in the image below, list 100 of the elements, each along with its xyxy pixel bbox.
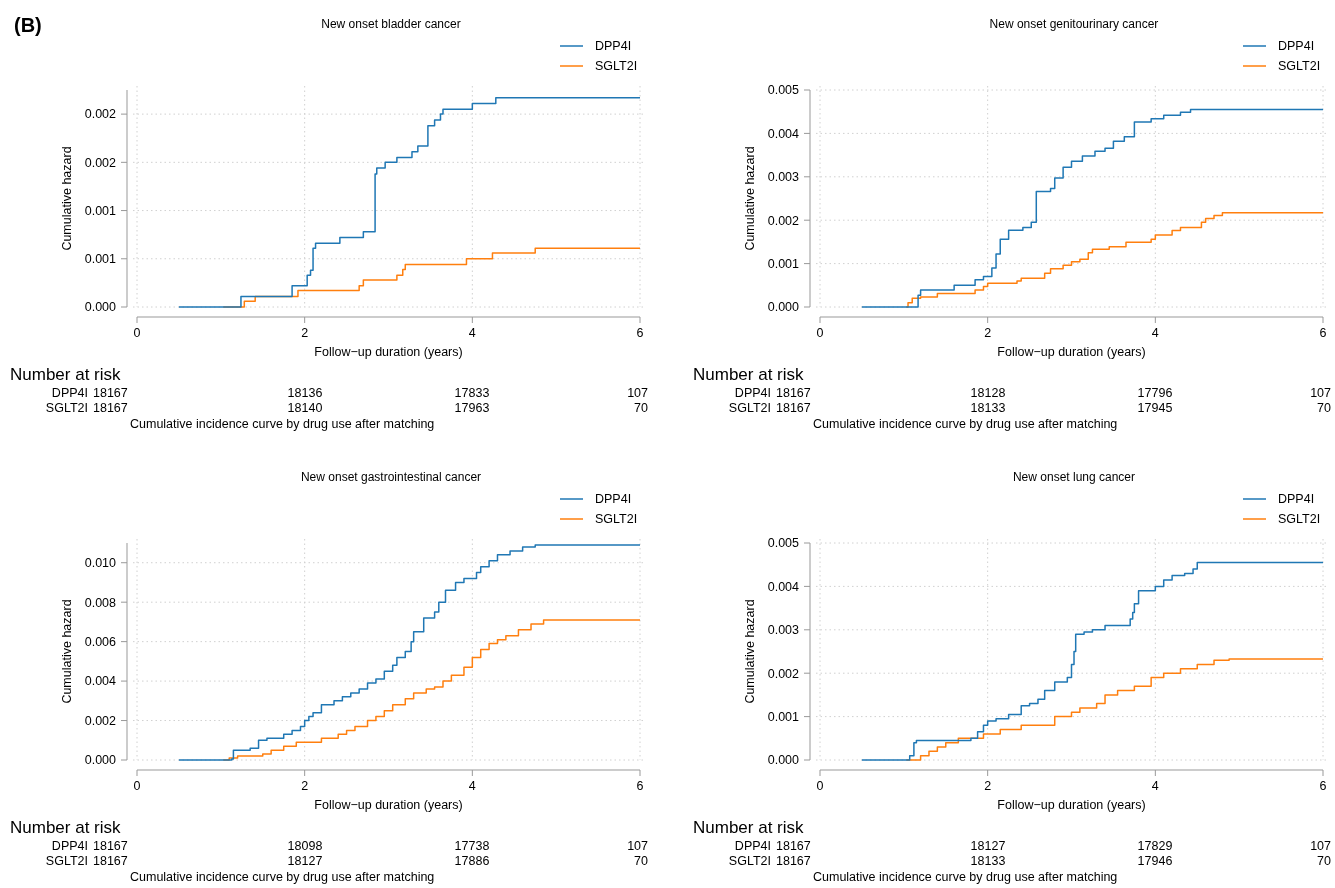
x-tick-label: 2 (301, 779, 309, 793)
text: 18128 (970, 386, 1006, 400)
text: 18140 (287, 401, 323, 415)
y-tick-label: 0.006 (84, 635, 117, 650)
x-axis-title: Follow−up duration (years) (997, 345, 1146, 359)
text: 17833 (454, 386, 490, 400)
x-axis-title: Follow−up duration (years) (314, 345, 463, 359)
x-axis-title: Follow−up duration (years) (997, 798, 1146, 812)
text: 18136 (287, 386, 323, 400)
x-tick-label: 6 (1319, 326, 1327, 340)
y-tick-label: 0.002 (84, 713, 117, 728)
text: 17945 (1137, 401, 1173, 415)
text: 17963 (454, 401, 490, 415)
text: Number at risk (693, 365, 805, 384)
text: 18167 (93, 401, 128, 415)
text: 70 (634, 401, 649, 415)
legend-label: SGLT2I (1278, 512, 1321, 527)
x-tick-label: 0 (816, 326, 824, 340)
x-tick-label: 2 (301, 326, 309, 340)
text: 17886 (454, 854, 490, 868)
text: 18167 (93, 854, 128, 868)
y-axis-title: Cumulative hazard (60, 146, 74, 251)
y-tick-label: 0.002 (84, 155, 117, 170)
text: 107 (627, 386, 649, 400)
y-tick-label: 0.004 (767, 126, 800, 141)
x-tick-label: 4 (1151, 779, 1159, 793)
text: Cumulative incidence curve by drug use after matching (813, 417, 1118, 431)
text: 18127 (287, 854, 323, 868)
y-tick-label: 0.004 (767, 579, 800, 594)
x-tick-label: 0 (816, 779, 824, 793)
x-tick-label: 6 (1319, 779, 1327, 793)
y-tick-label: 0.003 (767, 170, 800, 185)
text: SGLT2I (45, 401, 88, 415)
text: 18167 (776, 401, 811, 415)
text: DPP4I (734, 386, 771, 400)
x-tick-label: 2 (984, 326, 992, 340)
y-axis-title: Cumulative hazard (60, 599, 74, 704)
text: 17946 (1137, 854, 1173, 868)
text: 107 (1310, 386, 1332, 400)
text: 18167 (776, 839, 811, 853)
text: 18127 (970, 839, 1006, 853)
text: Number at risk (10, 365, 122, 384)
text: (B) (14, 14, 42, 36)
text: Cumulative incidence curve by drug use after matching (813, 870, 1118, 884)
y-tick-label: 0.005 (767, 536, 800, 551)
x-tick-label: 6 (636, 326, 644, 340)
x-tick-label: 2 (984, 779, 992, 793)
text: Cumulative incidence curve by drug use after matching (130, 870, 435, 884)
text: 17738 (454, 839, 490, 853)
legend-label: DPP4I (1278, 39, 1315, 54)
y-tick-label: 0.000 (767, 300, 800, 315)
x-tick-label: 4 (468, 326, 476, 340)
legend-label: SGLT2I (1278, 59, 1321, 74)
text: 18167 (93, 839, 128, 853)
text: 18133 (970, 401, 1006, 415)
text: Number at risk (693, 818, 805, 837)
text: 107 (627, 839, 649, 853)
text: 107 (1310, 839, 1332, 853)
text: 18133 (970, 854, 1006, 868)
chart-title: New onset gastrointestinal cancer (300, 470, 482, 484)
text: SGLT2I (45, 854, 88, 868)
y-tick-label: 0.002 (767, 213, 800, 228)
y-tick-label: 0.003 (767, 623, 800, 638)
y-axis-title: Cumulative hazard (743, 146, 757, 251)
text: Number at risk (10, 818, 122, 837)
legend-label: SGLT2I (595, 512, 638, 527)
y-tick-label: 0.000 (767, 753, 800, 768)
text: 70 (1317, 854, 1332, 868)
text: 18167 (776, 386, 811, 400)
y-tick-label: 0.000 (84, 753, 117, 768)
text: DPP4I (51, 839, 88, 853)
text: 18098 (287, 839, 323, 853)
legend-label: DPP4I (1278, 492, 1315, 507)
x-tick-label: 4 (1151, 326, 1159, 340)
x-tick-label: 0 (133, 326, 141, 340)
text: 17829 (1137, 839, 1173, 853)
legend-label: SGLT2I (595, 59, 638, 74)
x-tick-label: 0 (133, 779, 141, 793)
x-tick-label: 6 (636, 779, 644, 793)
chart-title: New onset bladder cancer (321, 17, 461, 31)
text: 70 (1317, 401, 1332, 415)
legend-label: DPP4I (595, 39, 632, 54)
text: SGLT2I (728, 854, 771, 868)
text: DPP4I (734, 839, 771, 853)
text: 18167 (776, 854, 811, 868)
x-tick-label: 4 (468, 779, 476, 793)
text: DPP4I (51, 386, 88, 400)
text: Cumulative incidence curve by drug use after matching (130, 417, 435, 431)
y-tick-label: 0.001 (767, 709, 800, 724)
y-tick-label: 0.005 (767, 83, 800, 98)
y-tick-label: 0.008 (84, 595, 117, 610)
x-axis-title: Follow−up duration (years) (314, 798, 463, 812)
y-axis-title: Cumulative hazard (743, 599, 757, 704)
y-tick-label: 0.010 (84, 556, 117, 571)
y-tick-label: 0.001 (84, 252, 117, 267)
y-tick-label: 0.002 (84, 107, 117, 122)
y-tick-label: 0.001 (84, 203, 117, 218)
text: 17796 (1137, 386, 1173, 400)
y-tick-label: 0.004 (84, 674, 117, 689)
chart-title: New onset lung cancer (1012, 470, 1136, 484)
